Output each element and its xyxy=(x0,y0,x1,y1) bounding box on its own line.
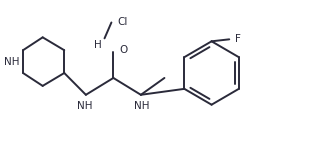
Text: NH: NH xyxy=(4,57,19,67)
Text: Cl: Cl xyxy=(117,17,128,27)
Text: F: F xyxy=(235,34,241,44)
Text: NH: NH xyxy=(77,101,93,111)
Text: O: O xyxy=(119,45,127,55)
Text: H: H xyxy=(94,40,101,50)
Text: NH: NH xyxy=(134,101,150,111)
